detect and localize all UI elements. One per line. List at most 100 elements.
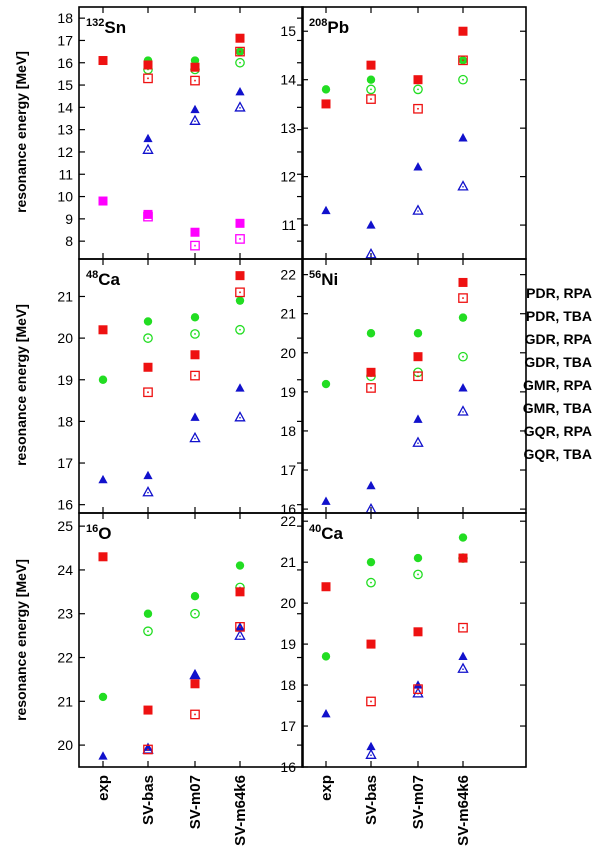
point-gdr-rpa: [458, 277, 468, 287]
y-tick-label: 18: [280, 423, 296, 439]
panel-frame: [301, 6, 527, 260]
point-gdr-rpa: [190, 679, 200, 689]
point-gdr-tba: [190, 709, 200, 720]
x-category-exp: exp: [95, 775, 112, 801]
point-gdr-tba: [235, 46, 245, 57]
point-gmr-tba: [366, 577, 376, 588]
point-gqr-rpa: [190, 412, 200, 421]
point-gdr-rpa: [235, 33, 245, 43]
y-tick-label: 18: [57, 10, 73, 26]
point-gqr-tba: [457, 662, 469, 673]
point-gmr-tba: [235, 57, 245, 68]
y-tick-label: 22: [280, 267, 296, 283]
point-pdr-tba: [190, 240, 200, 251]
x-category-sv-m64k6: SV-m64k6: [455, 775, 472, 846]
point-gdr-rpa: [458, 553, 468, 563]
point-gdr-tba: [143, 744, 153, 755]
y-tick-label: 21: [57, 693, 73, 709]
point-gmr-rpa: [366, 329, 376, 338]
point-gdr-tba: [458, 293, 468, 303]
point-gdr-rpa: [413, 75, 423, 85]
point-gdr-rpa: [98, 56, 108, 66]
point-gdr-rpa: [321, 582, 331, 592]
point-gqr-rpa: [458, 383, 468, 392]
x-category-sv-m07: SV-m07: [410, 775, 427, 829]
point-gqr-tba: [142, 486, 154, 497]
point-gmr-rpa: [190, 592, 200, 601]
x-category-sv-m64k6: SV-m64k6: [232, 775, 249, 846]
point-gdr-tba: [190, 75, 200, 86]
y-tick-label: 9: [65, 211, 73, 227]
y-tick-label: 15: [280, 23, 296, 39]
y-tick-label: 24: [57, 562, 73, 578]
point-pdr-rpa: [143, 209, 153, 219]
point-gmr-rpa: [413, 329, 423, 338]
y-tick-label: 20: [57, 330, 73, 346]
y-tick-label: 20: [280, 345, 296, 361]
panel-frame: [301, 258, 527, 514]
point-gdr-rpa: [321, 99, 331, 109]
y-tick-label: 10: [57, 189, 73, 205]
point-gqr-rpa: [190, 670, 200, 679]
panel-frame: [78, 258, 304, 514]
point-gmr-tba: [413, 84, 423, 95]
point-gdr-rpa: [235, 271, 245, 281]
point-gqr-rpa: [143, 133, 153, 143]
point-gdr-tba: [366, 94, 376, 104]
point-gdr-rpa: [366, 367, 376, 377]
point-gmr-rpa: [366, 557, 376, 567]
y-tick-label: 20: [57, 737, 73, 753]
point-gmr-tba: [190, 608, 200, 619]
y-tick-label: 17: [280, 718, 296, 734]
panel-frame: [78, 512, 304, 768]
nucleus-label: 56Ni: [309, 269, 338, 289]
point-gmr-tba: [366, 84, 376, 95]
y-tick-label: 22: [57, 650, 73, 666]
legend-label-gmr-rpa: GMR, RPA: [523, 377, 592, 393]
y-tick-label: 12: [57, 144, 73, 160]
point-gmr-tba: [413, 569, 423, 580]
point-gdr-tba: [143, 387, 153, 398]
point-gqr-rpa: [366, 480, 376, 490]
point-gdr-rpa: [366, 639, 376, 649]
point-gmr-tba: [235, 324, 245, 335]
point-gqr-tba: [457, 405, 469, 416]
y-tick-label: 11: [281, 217, 296, 233]
nucleus-label: 132Sn: [86, 17, 126, 37]
point-gqr-rpa: [321, 496, 331, 505]
point-gqr-rpa: [321, 708, 331, 718]
point-gqr-rpa: [413, 162, 423, 171]
point-gqr-tba: [457, 180, 469, 191]
panel-16O: 20 21 22 23 24 25 16O: [57, 512, 304, 768]
point-gmr-rpa: [143, 317, 153, 326]
point-gdr-rpa: [235, 587, 245, 597]
point-gqr-rpa: [366, 741, 376, 751]
point-gdr-rpa: [458, 26, 468, 36]
panels-group: 8 9 10 11 12 13 14 15 16 17 18 132Sn 11 12 13 14 15 208Pb…: [57, 6, 527, 775]
y-tick-label: 13: [280, 120, 296, 136]
y-tick-label: 18: [280, 677, 296, 693]
y-tick-label: 22: [280, 513, 296, 529]
point-gqr-rpa: [190, 104, 200, 114]
x-category-sv-bas: SV-bas: [363, 775, 380, 825]
point-gdr-rpa: [190, 350, 200, 360]
legend-label-gqr-tba: GQR, TBA: [524, 446, 592, 462]
y-tick-label: 21: [280, 554, 296, 570]
y-tick-label: 13: [57, 122, 73, 138]
legend-label-pdr-tba: PDR, TBA: [526, 308, 592, 324]
point-gdr-rpa: [413, 627, 423, 637]
point-gdr-tba: [413, 103, 423, 114]
point-gmr-rpa: [98, 375, 108, 384]
point-gqr-rpa: [98, 751, 108, 760]
y-tick-label: 25: [57, 518, 73, 534]
legend-label-gqr-rpa: GQR, RPA: [524, 423, 592, 439]
x-category-exp: exp: [318, 775, 335, 801]
point-gdr-tba: [190, 370, 200, 381]
point-pdr-rpa: [235, 218, 245, 228]
point-gmr-tba: [190, 329, 200, 339]
point-gqr-tba: [142, 143, 154, 154]
point-gdr-rpa: [143, 705, 153, 715]
y-tick-label: 19: [280, 636, 296, 652]
